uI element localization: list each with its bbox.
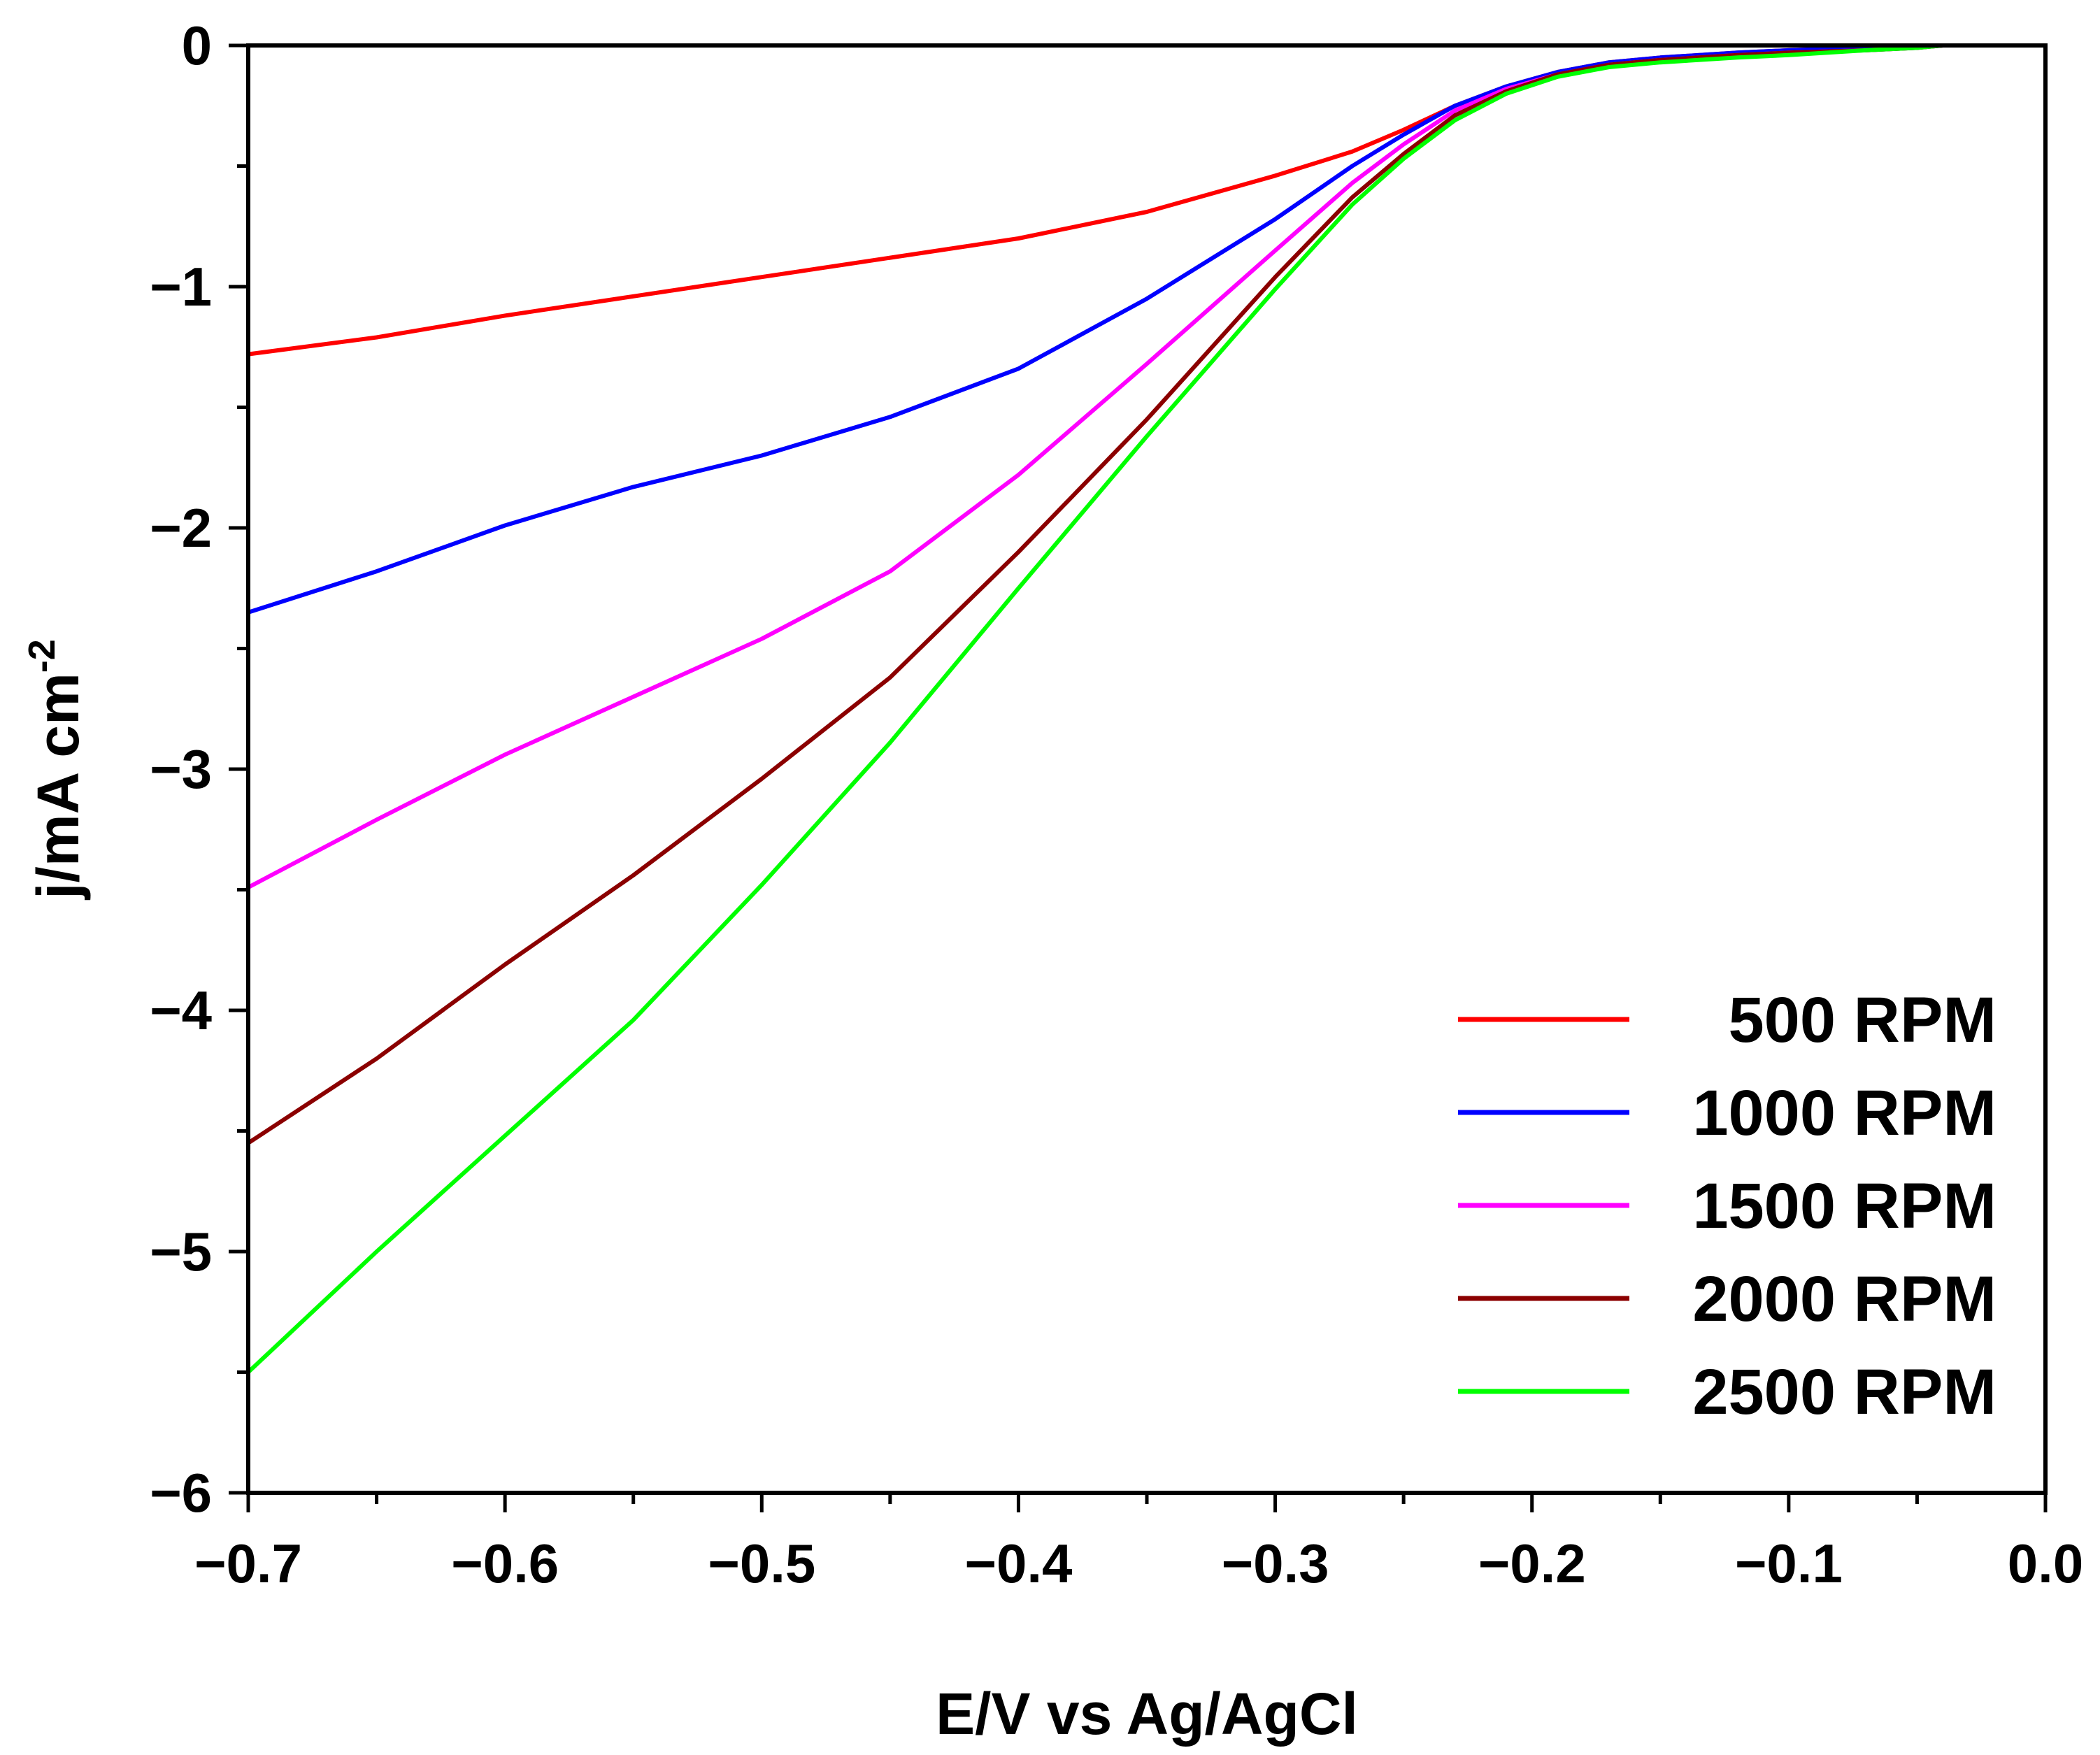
ticks-layer: −0.7 −0.6 −0.5 −0.4 −0.3 −0.2 −0.1 0.0 0 −1 −2 −3 −4… — [150, 15, 2083, 1594]
x-tick-label: −0.6 — [451, 1533, 559, 1594]
y-tick-label: −5 — [150, 1221, 212, 1282]
legend: 500 RPM 1000 RPM 1500 RPM 2000 RPM 2500 RPM — [1458, 984, 1997, 1428]
y-tick-label: 0 — [182, 15, 212, 76]
legend-label: 1000 RPM — [1692, 1077, 1997, 1149]
legend-label: 1500 RPM — [1692, 1170, 1997, 1242]
y-axis-label: j/mA cm-2 — [21, 639, 91, 901]
series-line-2000-rpm — [246, 43, 1945, 1145]
y-tick-label: −3 — [150, 738, 212, 800]
x-tick-label: 0.0 — [2008, 1533, 2083, 1594]
legend-label: 500 RPM — [1729, 984, 1997, 1056]
y-tick-label: −6 — [150, 1462, 212, 1524]
x-tick-label: −0.1 — [1735, 1533, 1843, 1594]
x-tick-label: −0.3 — [1222, 1533, 1329, 1594]
x-axis-label: E/V vs Ag/AgCl — [936, 1681, 1358, 1747]
x-tick-label: −0.7 — [194, 1533, 302, 1594]
legend-label: 2500 RPM — [1692, 1356, 1997, 1428]
y-tick-label: −2 — [150, 497, 212, 559]
legend-label: 2000 RPM — [1692, 1263, 1997, 1335]
series-layer — [246, 43, 1945, 1375]
y-axis-label-superscript: -2 — [21, 639, 63, 673]
y-tick-label: −4 — [150, 980, 212, 1041]
y-tick-label: −1 — [150, 256, 212, 317]
x-tick-label: −0.2 — [1478, 1533, 1586, 1594]
y-axis-label-text: j/mA cm — [25, 673, 91, 901]
x-tick-label: −0.5 — [708, 1533, 815, 1594]
x-tick-label: −0.4 — [964, 1533, 1072, 1594]
series-line-2500-rpm — [246, 43, 1945, 1375]
series-line-1000-rpm — [246, 43, 1945, 615]
